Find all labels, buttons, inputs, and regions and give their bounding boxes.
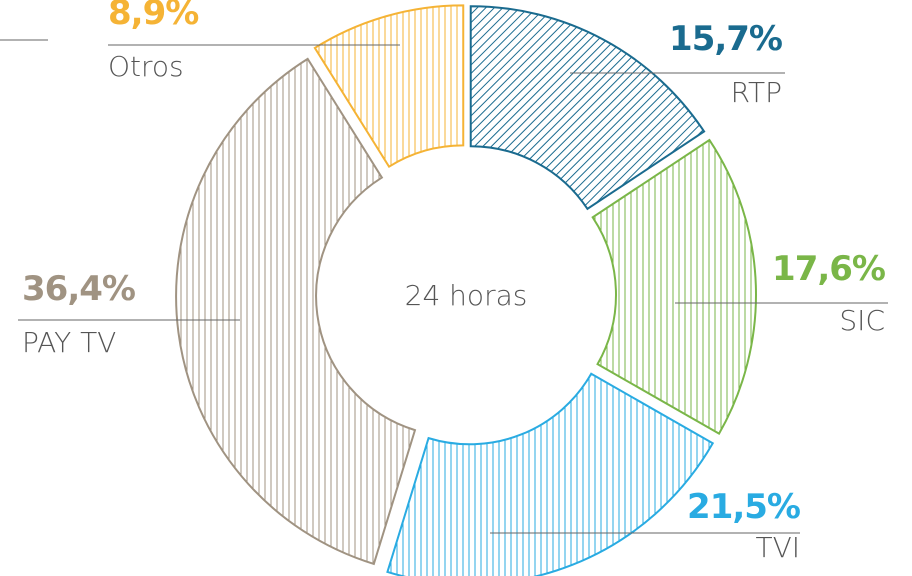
value-label: 17,6% <box>772 249 885 289</box>
value-label: 8,9% <box>108 0 198 33</box>
donut-segment <box>469 5 706 211</box>
value-label: 15,7% <box>669 19 782 59</box>
category-label: PAY TV <box>22 326 116 359</box>
donut-segment <box>591 138 757 436</box>
value-label: 21,5% <box>687 487 800 527</box>
donut-segment <box>313 4 465 169</box>
category-label: TVI <box>755 531 800 564</box>
value-label: 36,4% <box>22 269 135 309</box>
donut-segment <box>175 57 417 566</box>
category-label: RTP <box>731 76 782 109</box>
center-label: 24 horas <box>405 279 528 312</box>
category-label: SIC <box>839 304 885 337</box>
donut-segment <box>386 372 715 576</box>
category-label: Otros <box>108 50 184 83</box>
